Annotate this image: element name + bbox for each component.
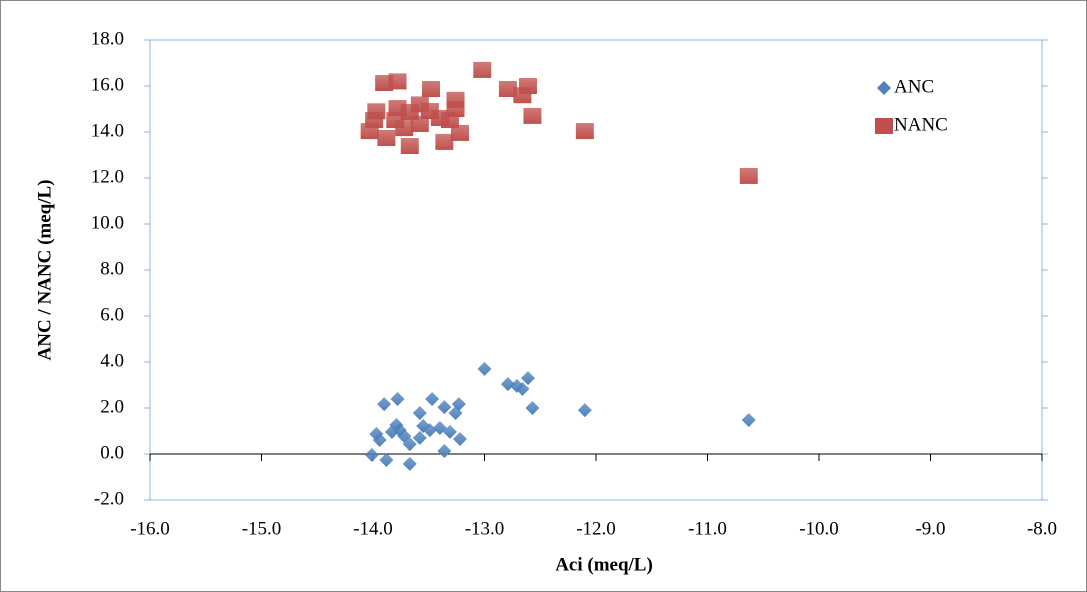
y-tick-label: 2.0 bbox=[100, 396, 124, 417]
square-marker bbox=[576, 123, 594, 139]
square-marker bbox=[401, 138, 419, 154]
y-tick-label: 18.0 bbox=[91, 28, 124, 49]
x-tick-label: -13.0 bbox=[465, 518, 505, 539]
x-tick-label: -8.0 bbox=[1027, 518, 1057, 539]
y-tick-label: 0.0 bbox=[100, 442, 124, 463]
x-axis-title: Aci (meq/L) bbox=[555, 554, 653, 575]
y-tick-label: 14.0 bbox=[91, 120, 124, 141]
x-tick-label: -11.0 bbox=[688, 518, 727, 539]
x-tick-label: -12.0 bbox=[576, 518, 616, 539]
square-marker bbox=[740, 168, 758, 184]
square-marker bbox=[441, 112, 459, 128]
y-axis-title: ANC / NANC (meq/L) bbox=[34, 179, 55, 360]
square-marker bbox=[523, 108, 541, 124]
square-marker bbox=[435, 134, 453, 150]
square-marker bbox=[377, 130, 395, 146]
y-tick-label: 4.0 bbox=[100, 350, 124, 371]
square-marker bbox=[421, 103, 439, 119]
y-tick-label: 8.0 bbox=[100, 258, 124, 279]
y-tick-label: -2.0 bbox=[94, 488, 124, 509]
x-tick-label: -16.0 bbox=[130, 518, 170, 539]
square-marker bbox=[473, 62, 491, 78]
x-tick-label: -10.0 bbox=[799, 518, 839, 539]
square-marker bbox=[389, 73, 407, 89]
x-tick-label: -14.0 bbox=[353, 518, 393, 539]
y-tick-label: 10.0 bbox=[91, 212, 124, 233]
square-marker bbox=[361, 123, 379, 139]
page: {"chart_data": {"type": "scatter", "xlab… bbox=[0, 0, 1087, 592]
legend-label: ANC bbox=[894, 76, 934, 97]
chart: Aci (meq/L) ANC / NANC (meq/L) -2.0 0.0 2.… bbox=[0, 0, 1087, 592]
x-tick-label: -9.0 bbox=[915, 518, 945, 539]
square-marker bbox=[422, 81, 440, 97]
legend-label: NANC bbox=[894, 114, 948, 135]
square-marker bbox=[519, 78, 537, 94]
y-tick-label: 16.0 bbox=[91, 74, 124, 95]
x-tick-label: -15.0 bbox=[242, 518, 282, 539]
square-marker bbox=[401, 104, 419, 120]
y-tick-label: 6.0 bbox=[100, 304, 124, 325]
y-tick-label: 12.0 bbox=[91, 166, 124, 187]
legend-swatch bbox=[875, 118, 893, 134]
